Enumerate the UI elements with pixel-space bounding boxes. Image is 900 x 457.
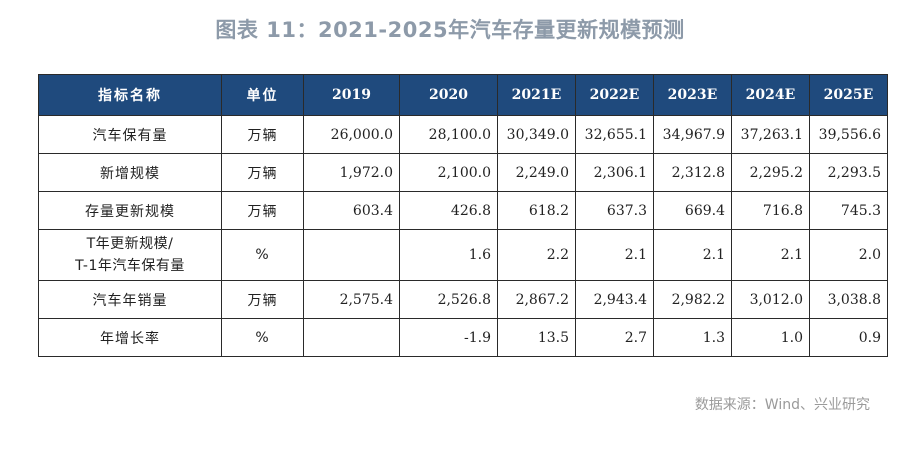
table-cell: 2,249.0 (497, 153, 576, 192)
table-cell: 2.0 (809, 229, 888, 281)
row-unit: 万辆 (221, 115, 304, 154)
table-cell: 2,867.2 (497, 280, 576, 319)
figure-title: 图表 11：2021-2025年汽车存量更新规模预测 (215, 18, 685, 42)
row-label: T年更新规模/T-1年汽车保有量 (38, 229, 222, 281)
table-cell (303, 318, 400, 357)
table-cell: 37,263.1 (731, 115, 810, 154)
table-cell: 2,295.2 (731, 153, 810, 192)
table-cell: 1.3 (653, 318, 732, 357)
header-year: 2019 (303, 74, 400, 116)
table-cell: 1.0 (731, 318, 810, 357)
table-cell: -1.9 (399, 318, 498, 357)
table-cell: 1,972.0 (303, 153, 400, 192)
row-label-line1: T年更新规模/ (86, 236, 174, 252)
table-cell (303, 229, 400, 281)
table-row: 汽车保有量 万辆 26,000.0 28,100.0 30,349.0 32,6… (38, 115, 888, 154)
table-cell: 2,312.8 (653, 153, 732, 192)
header-year: 2021E (497, 74, 576, 116)
table-cell: 2,575.4 (303, 280, 400, 319)
table-cell: 28,100.0 (399, 115, 498, 154)
row-unit: 万辆 (221, 191, 304, 230)
table-cell: 30,349.0 (497, 115, 576, 154)
table-cell: 426.8 (399, 191, 498, 230)
table-cell: 603.4 (303, 191, 400, 230)
header-year: 2024E (731, 74, 810, 116)
table-row: 年增长率 % -1.9 13.5 2.7 1.3 1.0 0.9 (38, 318, 888, 357)
table-cell: 2.1 (575, 229, 654, 281)
table-cell: 618.2 (497, 191, 576, 230)
row-label: 汽车保有量 (38, 115, 222, 154)
table-cell: 2.2 (497, 229, 576, 281)
row-unit: 万辆 (221, 280, 304, 319)
forecast-table: 指标名称 单位 2019 2020 2021E 2022E 2023E 2024… (38, 74, 888, 357)
row-label: 存量更新规模 (38, 191, 222, 230)
table-cell: 2,100.0 (399, 153, 498, 192)
header-year: 2020 (399, 74, 498, 116)
row-label-line2: T-1年汽车保有量 (75, 258, 185, 274)
table-cell: 716.8 (731, 191, 810, 230)
row-label: 新增规模 (38, 153, 222, 192)
table-row: 存量更新规模 万辆 603.4 426.8 618.2 637.3 669.4 … (38, 191, 888, 230)
table-cell: 2.1 (731, 229, 810, 281)
row-unit: % (221, 229, 304, 281)
source-note: 数据来源：Wind、兴业研究 (694, 397, 870, 413)
header-year: 2025E (809, 74, 888, 116)
table-cell: 2,526.8 (399, 280, 498, 319)
table-cell: 13.5 (497, 318, 576, 357)
table-cell: 3,038.8 (809, 280, 888, 319)
row-label: 年增长率 (38, 318, 222, 357)
header-year: 2023E (653, 74, 732, 116)
table-cell: 637.3 (575, 191, 654, 230)
header-unit: 单位 (221, 74, 304, 116)
table-cell: 0.9 (809, 318, 888, 357)
header-year: 2022E (575, 74, 654, 116)
row-label: 汽车年销量 (38, 280, 222, 319)
table-cell: 39,556.6 (809, 115, 888, 154)
table-cell: 745.3 (809, 191, 888, 230)
table-cell: 34,967.9 (653, 115, 732, 154)
table-cell: 2.1 (653, 229, 732, 281)
table-row: T年更新规模/T-1年汽车保有量 % 1.6 2.2 2.1 2.1 2.1 2… (38, 229, 888, 281)
table-cell: 32,655.1 (575, 115, 654, 154)
table-cell: 2,943.4 (575, 280, 654, 319)
header-indicator: 指标名称 (38, 74, 222, 116)
table-cell: 3,012.0 (731, 280, 810, 319)
row-unit: % (221, 318, 304, 357)
table-cell: 2.7 (575, 318, 654, 357)
header-row: 指标名称 单位 2019 2020 2021E 2022E 2023E 2024… (38, 74, 888, 116)
table-cell: 2,982.2 (653, 280, 732, 319)
table-cell: 2,306.1 (575, 153, 654, 192)
row-unit: 万辆 (221, 153, 304, 192)
table-cell: 26,000.0 (303, 115, 400, 154)
table-row: 新增规模 万辆 1,972.0 2,100.0 2,249.0 2,306.1 … (38, 153, 888, 192)
table-row: 汽车年销量 万辆 2,575.4 2,526.8 2,867.2 2,943.4… (38, 280, 888, 319)
table-cell: 669.4 (653, 191, 732, 230)
table-cell: 1.6 (399, 229, 498, 281)
table-cell: 2,293.5 (809, 153, 888, 192)
